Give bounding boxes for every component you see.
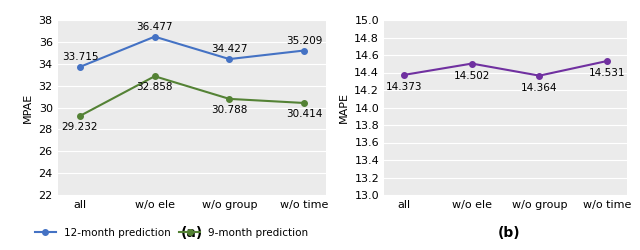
Text: 29.232: 29.232 xyxy=(61,122,99,132)
12-month prediction xyxy=(468,62,476,65)
Text: 34.427: 34.427 xyxy=(211,44,248,54)
Text: 30.414: 30.414 xyxy=(286,109,322,119)
Text: (b): (b) xyxy=(497,226,520,240)
Text: 32.858: 32.858 xyxy=(136,82,173,92)
9-month prediction xyxy=(300,102,308,104)
12-month prediction xyxy=(151,35,159,38)
9-month prediction xyxy=(225,98,233,100)
Text: 14.364: 14.364 xyxy=(521,83,557,93)
Text: 35.209: 35.209 xyxy=(286,36,322,46)
Line: 12-month prediction: 12-month prediction xyxy=(401,58,610,78)
Text: 14.373: 14.373 xyxy=(386,82,422,92)
Text: 36.477: 36.477 xyxy=(136,22,173,32)
Text: 14.531: 14.531 xyxy=(589,68,625,78)
9-month prediction xyxy=(76,114,84,117)
12-month prediction xyxy=(300,49,308,52)
Line: 9-month prediction: 9-month prediction xyxy=(77,74,307,119)
9-month prediction xyxy=(151,75,159,78)
Text: 33.715: 33.715 xyxy=(61,52,99,62)
Text: 30.788: 30.788 xyxy=(211,105,248,115)
12-month prediction xyxy=(225,58,233,60)
12-month prediction xyxy=(76,65,84,68)
Text: 14.502: 14.502 xyxy=(454,71,490,81)
Line: 12-month prediction: 12-month prediction xyxy=(77,34,307,70)
Text: (a): (a) xyxy=(181,226,203,240)
Y-axis label: MAPE: MAPE xyxy=(339,92,349,123)
12-month prediction xyxy=(401,73,408,76)
Y-axis label: MPAE: MPAE xyxy=(23,92,33,122)
12-month prediction xyxy=(536,74,543,77)
12-month prediction xyxy=(603,60,611,62)
Legend: 12-month prediction, 9-month prediction: 12-month prediction, 9-month prediction xyxy=(31,224,313,242)
